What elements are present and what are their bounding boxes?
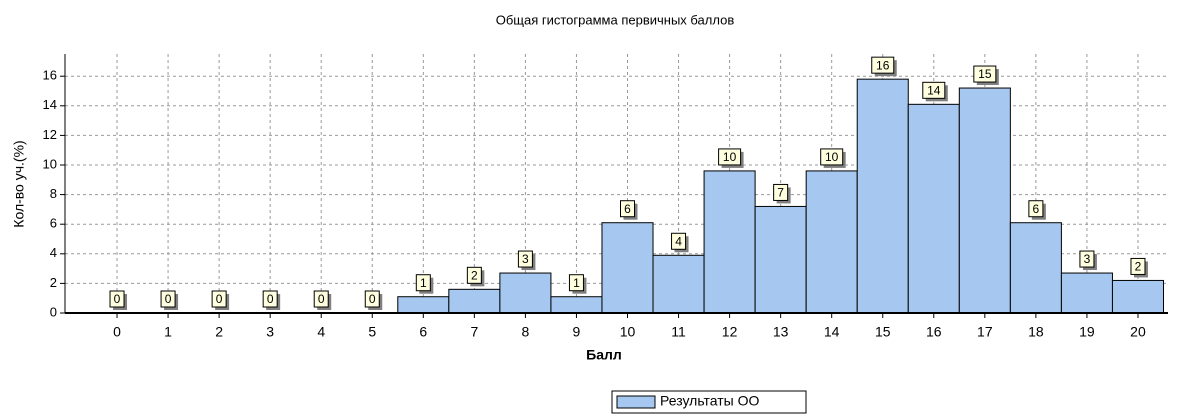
bar bbox=[1009, 222, 1062, 314]
value-label-box bbox=[517, 250, 533, 268]
bar bbox=[958, 87, 1011, 314]
bar bbox=[754, 205, 807, 314]
value-label: 10 bbox=[825, 150, 839, 164]
value-label-box bbox=[211, 290, 227, 308]
x-tick-label: 9 bbox=[573, 324, 581, 340]
bar bbox=[499, 272, 552, 314]
x-tick-label: 0 bbox=[113, 324, 121, 340]
bar bbox=[805, 170, 858, 314]
value-label: 7 bbox=[777, 186, 784, 200]
x-tick-label: 3 bbox=[266, 324, 274, 340]
value-label-box bbox=[160, 290, 176, 308]
x-tick-label: 8 bbox=[522, 324, 530, 340]
bar bbox=[703, 170, 756, 314]
x-tick-label: 12 bbox=[722, 324, 738, 340]
value-label: 0 bbox=[318, 292, 325, 306]
y-tick-label: 10 bbox=[43, 156, 57, 171]
x-tick-label: 5 bbox=[368, 324, 376, 340]
x-axis-label: Балл bbox=[586, 347, 622, 363]
value-label: 3 bbox=[1084, 252, 1091, 266]
value-label: 16 bbox=[876, 58, 890, 72]
x-tick-label: 2 bbox=[215, 324, 223, 340]
bar bbox=[1060, 272, 1113, 314]
x-tick-label: 14 bbox=[824, 324, 840, 340]
value-label-box bbox=[262, 290, 278, 308]
value-label-box bbox=[973, 65, 997, 83]
value-label-box bbox=[1079, 250, 1095, 268]
value-label-box bbox=[820, 148, 844, 166]
x-tick-label: 1 bbox=[164, 324, 172, 340]
x-tick-label: 11 bbox=[671, 324, 686, 340]
legend-swatch bbox=[616, 395, 656, 409]
x-tick-label: 15 bbox=[875, 324, 891, 340]
value-label-box bbox=[871, 56, 895, 74]
value-label: 15 bbox=[978, 67, 992, 81]
bar bbox=[1111, 279, 1165, 314]
value-label: 10 bbox=[723, 150, 737, 164]
bar bbox=[652, 254, 705, 314]
value-label-box bbox=[466, 266, 482, 284]
x-tick-label: 4 bbox=[317, 324, 325, 340]
y-tick-label: 6 bbox=[50, 216, 57, 231]
value-label: 0 bbox=[267, 292, 274, 306]
value-label-box bbox=[313, 290, 329, 308]
value-label: 3 bbox=[522, 252, 529, 266]
x-tick-label: 18 bbox=[1028, 324, 1044, 340]
value-label-box bbox=[773, 183, 789, 201]
value-label: 2 bbox=[471, 268, 478, 282]
x-tick-label: 20 bbox=[1130, 324, 1146, 340]
legend-frame bbox=[611, 390, 807, 414]
x-tick-label: 6 bbox=[419, 324, 427, 340]
y-tick-label: 4 bbox=[50, 245, 57, 260]
value-label: 0 bbox=[216, 292, 223, 306]
bar bbox=[907, 103, 960, 314]
value-label: 14 bbox=[927, 83, 941, 97]
value-label-box bbox=[922, 81, 946, 99]
value-label-box bbox=[718, 148, 742, 166]
value-label: 0 bbox=[165, 292, 172, 306]
bar bbox=[397, 296, 450, 314]
value-label: 1 bbox=[420, 276, 427, 290]
y-tick-label: 8 bbox=[50, 186, 57, 201]
value-label: 6 bbox=[1033, 202, 1040, 216]
x-tick-label: 17 bbox=[977, 324, 993, 340]
value-label-box bbox=[620, 200, 635, 218]
x-tick-label: 13 bbox=[773, 324, 789, 340]
bar bbox=[550, 296, 603, 314]
value-label: 0 bbox=[369, 292, 376, 306]
chart-title: Общая гистограмма первичных баллов bbox=[496, 12, 735, 27]
bar bbox=[856, 78, 909, 314]
value-label: 0 bbox=[114, 292, 121, 306]
value-label-box bbox=[364, 290, 380, 308]
value-label-box bbox=[1130, 257, 1146, 275]
value-label: 1 bbox=[573, 276, 580, 290]
value-label-box bbox=[109, 290, 125, 308]
value-label-box bbox=[568, 274, 584, 292]
x-tick-label: 19 bbox=[1079, 324, 1095, 340]
value-label-box bbox=[671, 232, 687, 250]
legend-label: Результаты ОО bbox=[660, 393, 760, 409]
y-tick-label: 14 bbox=[43, 97, 57, 112]
value-label: 4 bbox=[675, 234, 682, 248]
y-axis-label: Кол-во уч.(%) bbox=[11, 140, 27, 227]
value-label: 2 bbox=[1135, 260, 1142, 274]
value-label-box bbox=[415, 274, 431, 292]
x-tick-label: 16 bbox=[926, 324, 942, 340]
value-label-box bbox=[1028, 200, 1044, 218]
y-tick-label: 16 bbox=[43, 68, 57, 83]
x-tick-label: 7 bbox=[470, 324, 478, 340]
y-tick-label: 12 bbox=[43, 127, 57, 142]
value-label: 6 bbox=[624, 202, 631, 216]
bar bbox=[448, 288, 501, 314]
y-tick-label: 0 bbox=[50, 304, 57, 319]
legend bbox=[611, 390, 807, 414]
y-tick-label: 2 bbox=[50, 275, 57, 290]
x-tick-label: 10 bbox=[620, 324, 636, 340]
bar bbox=[601, 222, 654, 314]
